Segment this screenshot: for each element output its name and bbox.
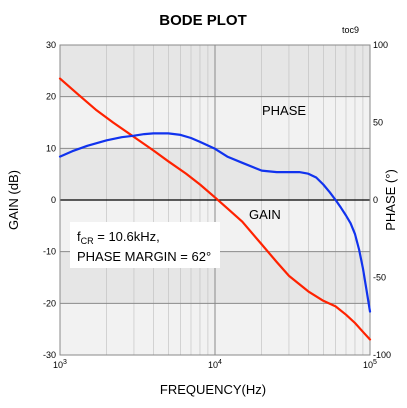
y-left-tick-label: 30 bbox=[46, 40, 56, 50]
chart-title: BODE PLOT bbox=[159, 12, 247, 29]
y-right-tick-label: 50 bbox=[373, 118, 383, 128]
fcr-f: f bbox=[77, 229, 81, 244]
gain-series-line bbox=[58, 77, 372, 341]
y-right-tick-label: -50 bbox=[373, 273, 386, 283]
x-tick-label: 105 bbox=[363, 359, 377, 370]
y-left-tick-label: -10 bbox=[43, 247, 56, 257]
x-tick-label: 104 bbox=[208, 359, 222, 370]
phase-series-label: PHASE bbox=[262, 103, 306, 118]
phase-series-line bbox=[58, 132, 372, 313]
plot-frame bbox=[59, 44, 371, 356]
x-tick-exponent: 5 bbox=[373, 359, 377, 366]
y-left-tick-label: -30 bbox=[43, 350, 56, 360]
y-left-tick-label: -20 bbox=[43, 298, 56, 308]
x-tick-base: 10 bbox=[363, 360, 373, 370]
phase-margin-label: PHASE MARGIN = 62° bbox=[77, 249, 211, 264]
x-axis-title: FREQUENCY(Hz) bbox=[160, 382, 266, 397]
fcr-value: = 10.6kHz, bbox=[94, 229, 160, 244]
figure-tag: toc9 bbox=[342, 25, 359, 35]
y-right-tick-label: -100 bbox=[373, 350, 391, 360]
y-right-tick-label: 100 bbox=[373, 40, 388, 50]
y-left-tick-label: 0 bbox=[51, 195, 56, 205]
y-left-axis-title: GAIN (dB) bbox=[6, 170, 21, 230]
annotation-box bbox=[70, 222, 220, 268]
y-right-axis-title: PHASE (°) bbox=[383, 169, 398, 231]
grid-lines bbox=[59, 44, 371, 356]
y-left-tick-label: 20 bbox=[46, 92, 56, 102]
x-tick-exponent: 4 bbox=[218, 359, 222, 366]
x-tick-label: 103 bbox=[53, 359, 67, 370]
y-right-tick-label: 0 bbox=[373, 195, 378, 205]
x-tick-exponent: 3 bbox=[63, 359, 67, 366]
y-left-tick-label: 10 bbox=[46, 143, 56, 153]
data-series bbox=[58, 77, 372, 341]
x-tick-base: 10 bbox=[208, 360, 218, 370]
crossover-frequency-label: fCR = 10.6kHz, bbox=[77, 229, 160, 246]
x-tick-base: 10 bbox=[53, 360, 63, 370]
gain-series-label: GAIN bbox=[249, 207, 281, 222]
fcr-subscript: CR bbox=[81, 236, 94, 246]
